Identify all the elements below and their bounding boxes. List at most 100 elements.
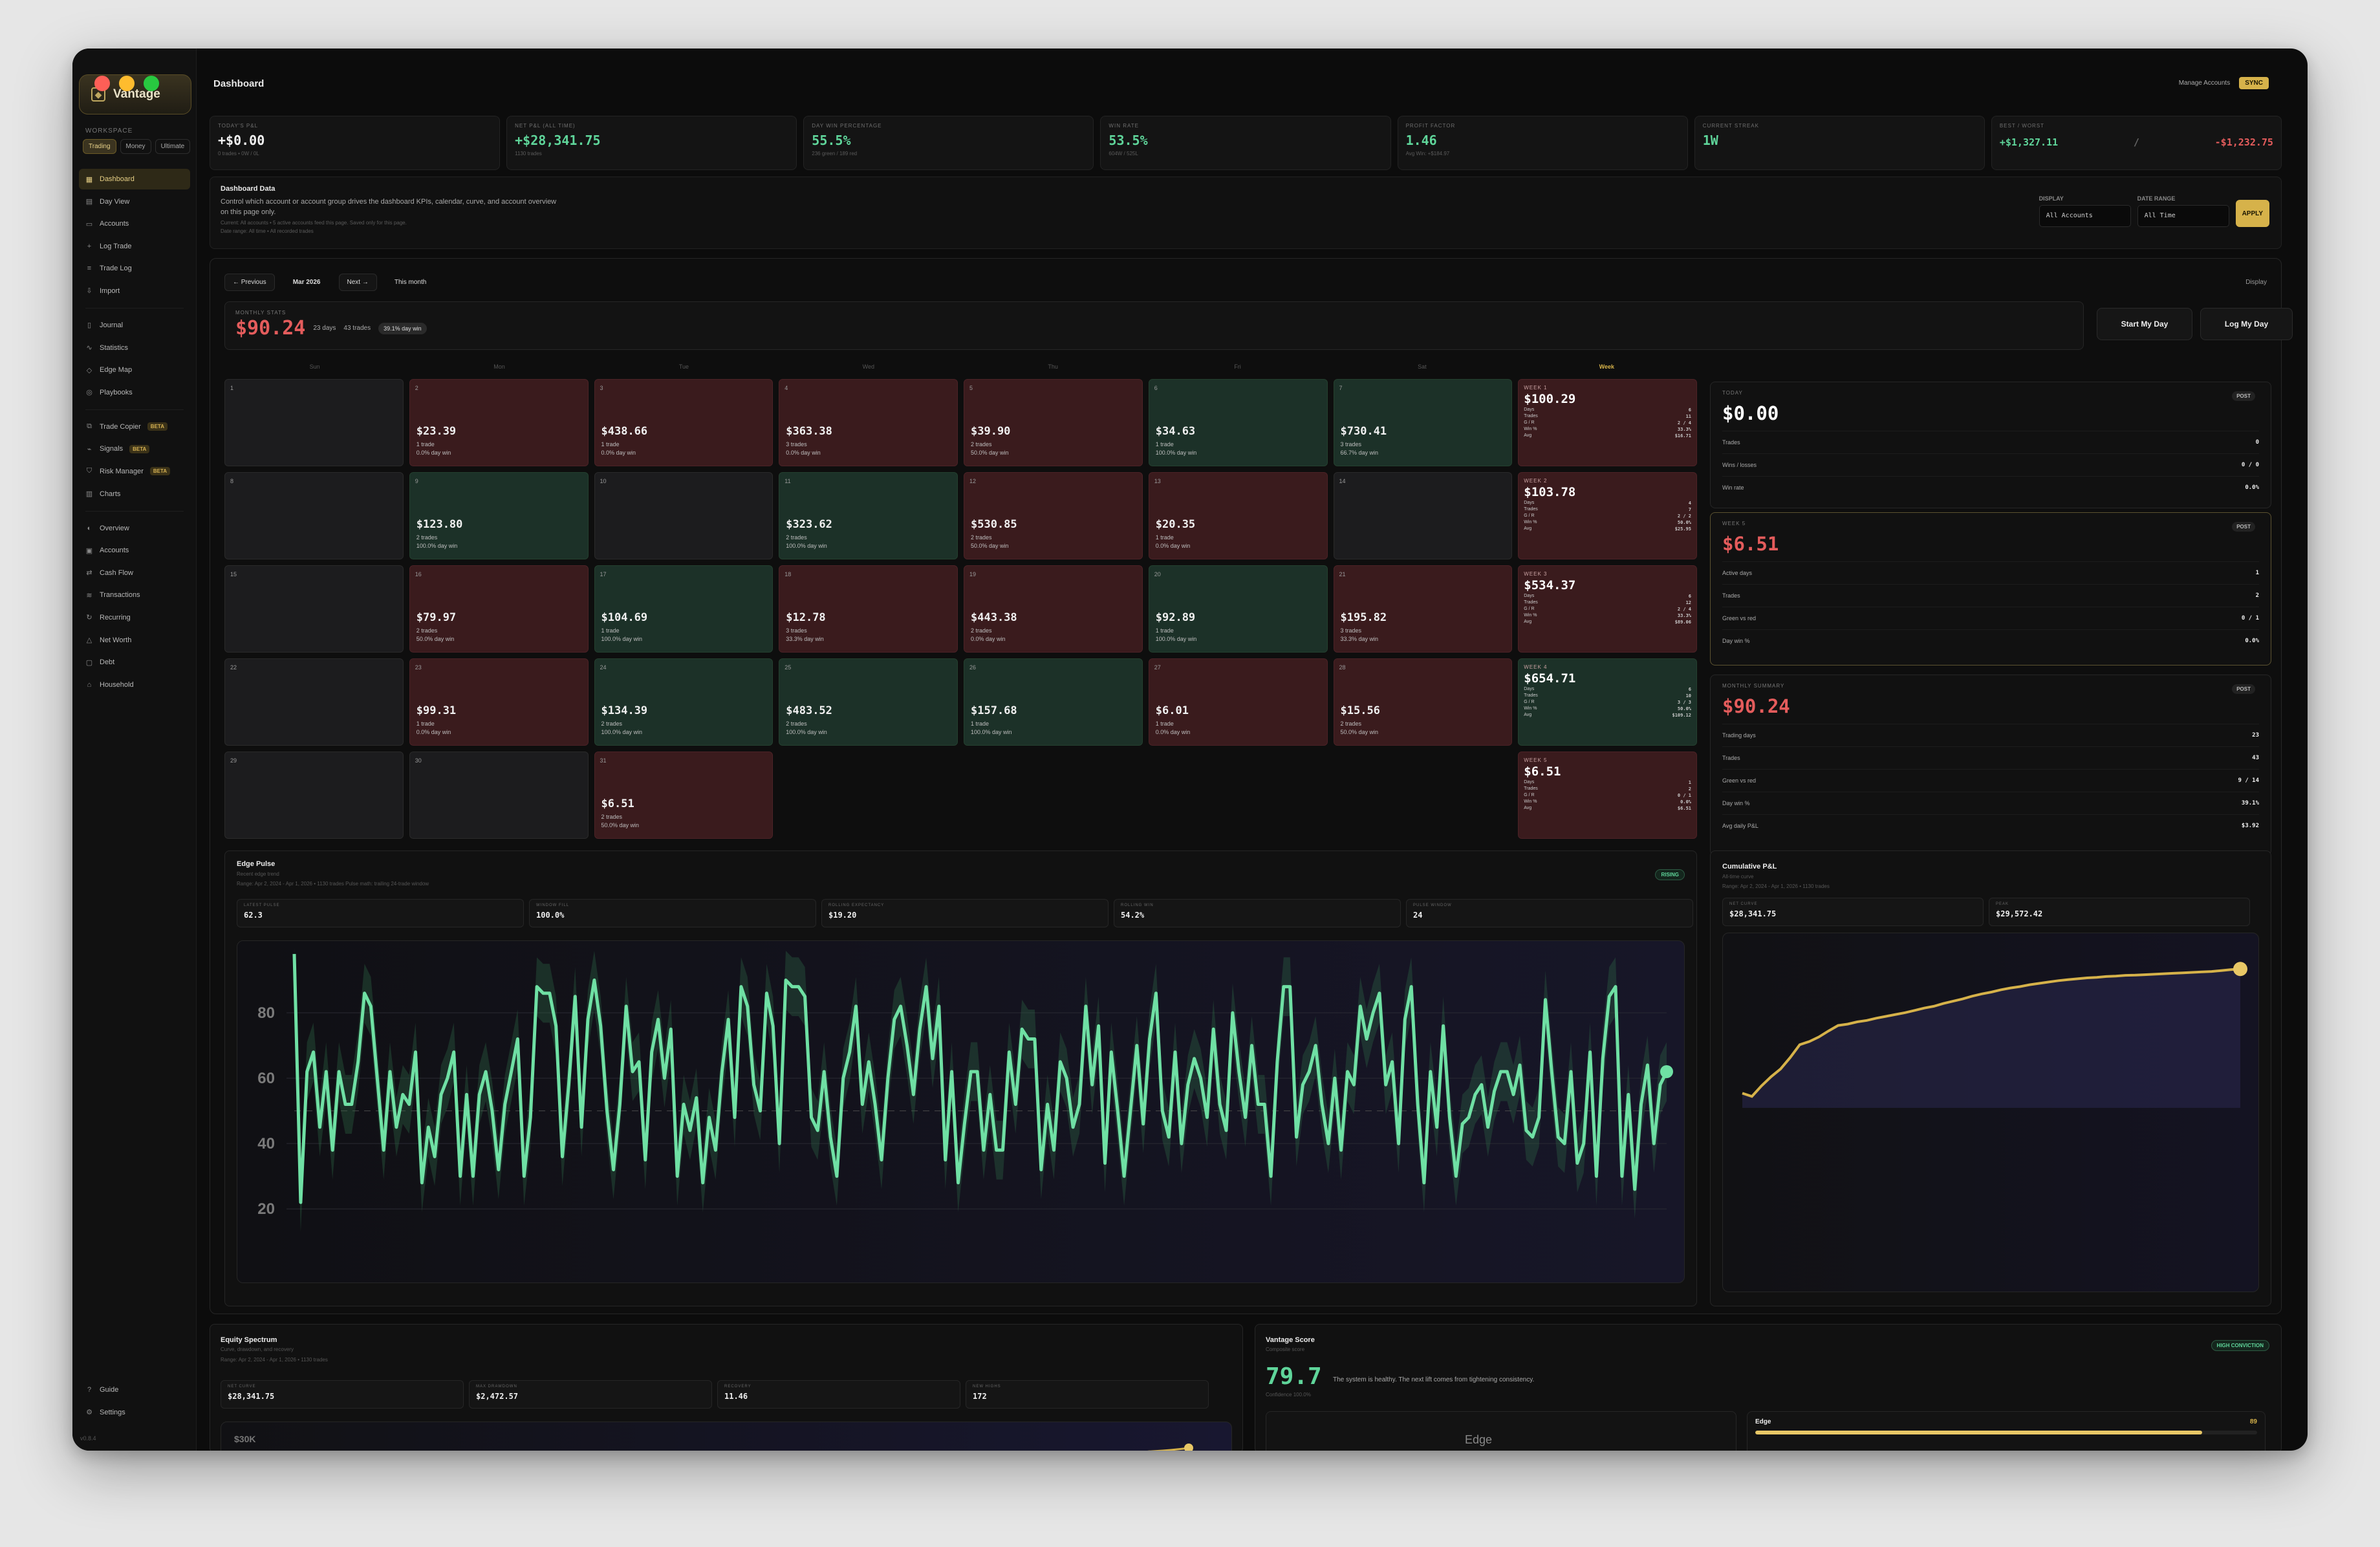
edge-score-fill xyxy=(1755,1431,2202,1434)
calendar-day-20[interactable]: 20 $92.89 1 trade 100.0% day win xyxy=(1148,565,1328,653)
calendar-day-6[interactable]: 6 $34.63 1 trade 100.0% day win xyxy=(1148,379,1328,466)
apply-button[interactable]: APPLY xyxy=(2235,200,2269,227)
sidebar-item-trade-log[interactable]: ≡ Trade Log xyxy=(79,258,190,279)
minimize-window-button[interactable] xyxy=(119,76,135,91)
sync-button[interactable]: SYNC xyxy=(2239,77,2269,89)
post-badge[interactable]: POST xyxy=(2232,391,2255,401)
calendar-day-31[interactable]: 31 $6.51 2 trades 50.0% day win xyxy=(594,752,774,839)
zoom-window-button[interactable] xyxy=(144,76,159,91)
calendar-day-11[interactable]: 11 $323.62 2 trades 100.0% day win xyxy=(779,472,958,559)
calendar-day-9[interactable]: 9 $123.80 2 trades 100.0% day win xyxy=(409,472,589,559)
next-month-button[interactable]: Next → xyxy=(338,273,377,291)
sidebar-item-debt[interactable]: ▢ Debt xyxy=(79,652,190,673)
sidebar-item-transactions[interactable]: ≋ Transactions xyxy=(79,585,190,605)
sidebar-item-overview[interactable]: ◐ Overview xyxy=(79,518,190,539)
sidebar-item-signals[interactable]: ⌁ Signals BETA xyxy=(79,438,190,459)
sidebar-item-statistics[interactable]: ∿ Statistics xyxy=(79,338,190,358)
this-month-button[interactable]: This month xyxy=(394,278,427,286)
calendar-day-22[interactable]: 22 xyxy=(224,658,404,746)
calendar-day-13[interactable]: 13 $20.35 1 trade 0.0% day win xyxy=(1148,472,1328,559)
y-tick-label: 60 xyxy=(257,1070,275,1087)
calendar-day-12[interactable]: 12 $530.85 2 trades 50.0% day win xyxy=(964,472,1143,559)
list-icon: ≡ xyxy=(87,265,92,273)
calendar-day-21[interactable]: 21 $195.82 3 trades 33.3% day win xyxy=(1333,565,1513,653)
cashflow-icon: ⇄ xyxy=(86,569,92,578)
calendar-day-15[interactable]: 15 xyxy=(224,565,404,653)
vscore-subtitle: Composite score xyxy=(1266,1347,1305,1352)
sidebar-item-edge-map[interactable]: ◇ Edge Map xyxy=(79,360,190,380)
calendar-day-2[interactable]: 2 $23.39 1 trade 0.0% day win xyxy=(409,379,589,466)
date-range-select[interactable]: All Time xyxy=(2137,205,2229,227)
week-stat-value: 2 / 2 xyxy=(1677,514,1691,519)
calendar-day-18[interactable]: 18 $12.78 3 trades 33.3% day win xyxy=(779,565,958,653)
sidebar-item-trade-copier[interactable]: ⧉ Trade Copier BETA xyxy=(79,416,190,437)
sidebar-item-day-view[interactable]: ▤ Day View xyxy=(79,191,190,212)
day-trades: 3 trades xyxy=(786,441,807,448)
sidebar-item-accounts-money[interactable]: ▣ Accounts xyxy=(79,540,190,561)
manage-accounts-link[interactable]: Manage Accounts xyxy=(2178,80,2231,87)
post-badge[interactable]: POST xyxy=(2232,522,2255,532)
sidebar-item-accounts[interactable]: ▭ Accounts xyxy=(79,213,190,234)
calendar-day-8[interactable]: 8 xyxy=(224,472,404,559)
sidebar-item-net-worth[interactable]: △ Net Worth xyxy=(79,630,190,651)
day-number: 14 xyxy=(1339,478,1346,484)
sidebar-item-log-trade[interactable]: + Log Trade xyxy=(79,236,190,257)
week-stat-row: Days 1 xyxy=(1524,780,1691,785)
sidebar-item-label: Cash Flow xyxy=(100,568,133,577)
calendar-day-24[interactable]: 24 $134.39 2 trades 100.0% day win xyxy=(594,658,774,746)
calendar-day-28[interactable]: 28 $15.56 2 trades 50.0% day win xyxy=(1333,658,1513,746)
sidebar-item-household[interactable]: ⌂ Household xyxy=(79,675,190,695)
workspace-tab-trading[interactable]: Trading xyxy=(83,139,116,154)
calendar-day-14[interactable]: 14 xyxy=(1333,472,1513,559)
display-select[interactable]: All Accounts xyxy=(2039,205,2131,227)
sidebar-item-recurring[interactable]: ↻ Recurring xyxy=(79,607,190,628)
calendar-day-1[interactable]: 1 xyxy=(224,379,404,466)
calendar-day-17[interactable]: 17 $104.69 1 trade 100.0% day win xyxy=(594,565,774,653)
calendar-day-23[interactable]: 23 $99.31 1 trade 0.0% day win xyxy=(409,658,589,746)
cumulative-latest-point[interactable] xyxy=(2233,962,2247,977)
calendar-day-27[interactable]: 27 $6.01 1 trade 0.0% day win xyxy=(1148,658,1328,746)
monthly-stats-label: MONTHLY STATS xyxy=(235,310,287,316)
calendar-day-29[interactable]: 29 xyxy=(224,752,404,839)
start-my-day-button[interactable]: Start My Day xyxy=(2097,308,2192,340)
workspace-tab-money[interactable]: Money xyxy=(120,139,151,154)
calendar-day-7[interactable]: 7 $730.41 3 trades 66.7% day win xyxy=(1333,379,1513,466)
calendar-day-5[interactable]: 5 $39.90 2 trades 50.0% day win xyxy=(964,379,1143,466)
calendar-day-26[interactable]: 26 $157.68 1 trade 100.0% day win xyxy=(964,658,1143,746)
calendar-day-3[interactable]: 3 $438.66 1 trade 0.0% day win xyxy=(594,379,774,466)
post-badge[interactable]: POST xyxy=(2232,684,2255,694)
sidebar-item-risk-manager[interactable]: ⛉ Risk Manager BETA xyxy=(79,461,190,482)
day-pnl: $443.38 xyxy=(971,611,1017,624)
pulse-latest-point[interactable] xyxy=(1660,1065,1673,1078)
calendar-day-30[interactable]: 30 xyxy=(409,752,589,839)
sidebar-item-journal[interactable]: ▯ Journal xyxy=(79,315,190,336)
log-my-day-button[interactable]: Log My Day xyxy=(2200,308,2293,340)
sidebar-item-guide[interactable]: ? Guide xyxy=(79,1379,190,1400)
sidebar-item-charts[interactable]: ▥ Charts xyxy=(79,484,190,504)
sidebar-divider xyxy=(85,510,184,512)
previous-month-button[interactable]: ← Previous xyxy=(224,273,275,291)
sidebar-item-cash-flow[interactable]: ⇄ Cash Flow xyxy=(79,563,190,583)
sidebar-item-import[interactable]: ⇩ Import xyxy=(79,281,190,301)
display-toggle[interactable]: Display xyxy=(2245,278,2267,286)
kpi-card-net-p-l-all-time: NET P&L (ALL TIME) +$28,341.75 1130 trades xyxy=(506,116,797,170)
week-card-value: $6.51 xyxy=(1722,533,1779,555)
calendar-day-4[interactable]: 4 $363.38 3 trades 0.0% day win xyxy=(779,379,958,466)
close-window-button[interactable] xyxy=(94,76,110,91)
sidebar-item-playbooks[interactable]: ◎ Playbooks xyxy=(79,382,190,403)
calendar-day-10[interactable]: 10 xyxy=(594,472,774,559)
sidebar-item-dashboard[interactable]: ▦ Dashboard xyxy=(79,169,190,189)
monthly-pnl: $90.24 xyxy=(235,317,306,340)
summary-row-value: 0 xyxy=(2255,439,2259,446)
calendar-day-16[interactable]: 16 $79.97 2 trades 50.0% day win xyxy=(409,565,589,653)
calendar-day-25[interactable]: 25 $483.52 2 trades 100.0% day win xyxy=(779,658,958,746)
calendar-day-19[interactable]: 19 $443.38 2 trades 0.0% day win xyxy=(964,565,1143,653)
workspace-tab-ultimate[interactable]: Ultimate xyxy=(155,139,191,154)
sidebar-item-settings[interactable]: ⚙ Settings xyxy=(79,1402,190,1423)
day-pnl: $12.78 xyxy=(786,611,826,624)
